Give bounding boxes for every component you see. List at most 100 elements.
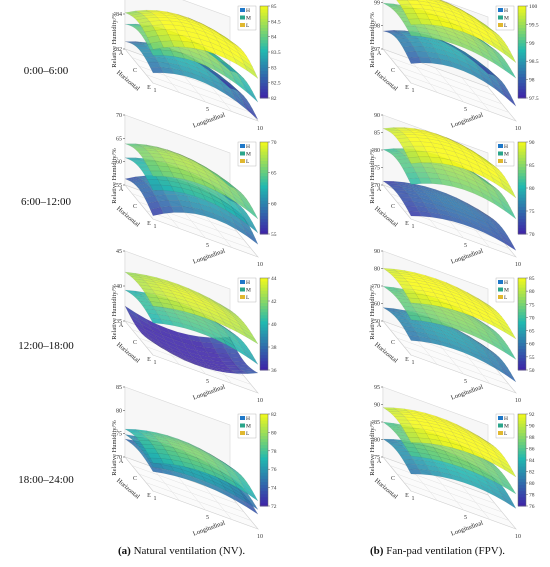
- chart-root: 828486Relative Humidity/%ACEHorizontal15…: [111, 0, 281, 132]
- legend-label: H: [246, 416, 250, 422]
- colorbar-segment: [518, 67, 526, 71]
- floor-grid-line: [131, 465, 238, 504]
- colorbar-tick-label: 99: [529, 41, 535, 47]
- colorbar-tick-label: 70: [529, 232, 535, 238]
- surface-plot-nv-3: 70 75 80 85 Relative Humidity/% A C E Horizontal…: [111, 385, 277, 540]
- z-tick-label: 90: [374, 113, 380, 119]
- chart-root: 97 98 99 100 Relative Humidity/%A C E Horizonta…: [369, 0, 539, 132]
- colorbar-segment: [260, 42, 268, 47]
- colorbar-segment: [260, 302, 268, 307]
- colorbar-segment: [260, 169, 268, 174]
- legend-label: L: [246, 431, 250, 437]
- surface-facet: [417, 0, 429, 3]
- y-axis-label: Horizontal: [373, 341, 399, 364]
- colorbar-segment: [518, 197, 526, 201]
- x-axis-label: Longitudinal: [192, 519, 226, 537]
- legend-label: M: [504, 16, 509, 22]
- colorbar-segment: [518, 435, 526, 440]
- colorbar-tick-label: 44: [271, 276, 277, 282]
- colorbar-tick-label: 82.5: [271, 81, 281, 87]
- colorbar-segment: [518, 169, 526, 174]
- y-axis-label: Horizontal: [115, 69, 141, 92]
- colorbar-segment: [518, 345, 526, 350]
- colorbar-segment: [518, 317, 526, 322]
- colorbar-segment: [518, 230, 526, 235]
- surface-facet: [477, 297, 491, 307]
- colorbar-segment: [518, 12, 526, 16]
- surface-h: [124, 143, 259, 220]
- legend-swatch: [498, 280, 503, 284]
- colorbar-segment: [518, 184, 526, 189]
- surface-facet: [219, 303, 233, 313]
- colorbar-segment: [518, 357, 526, 362]
- legend: HML: [237, 413, 257, 439]
- colorbar-segment: [518, 221, 526, 226]
- colorbar-segment: [518, 48, 526, 53]
- colorbar-segment: [260, 175, 268, 180]
- legend-label: M: [246, 16, 251, 22]
- floor-grid-line: [396, 337, 503, 377]
- colorbar-segment: [518, 191, 526, 195]
- legend-swatch: [240, 416, 245, 420]
- colorbar-segment: [518, 194, 526, 198]
- z-tick-label: 80: [374, 267, 380, 273]
- legend-swatch: [240, 23, 245, 27]
- legend-label: L: [504, 23, 508, 29]
- x-tick-label: 5: [206, 515, 209, 521]
- z-tick-label: 98: [374, 24, 380, 30]
- z-tick-label: 97: [374, 47, 380, 53]
- colorbar-frame: [259, 141, 269, 235]
- x-tick-label: 1: [412, 496, 415, 502]
- colorbar-segment: [518, 475, 526, 479]
- colorbar-segment: [260, 36, 268, 41]
- surface-h: [396, 0, 517, 63]
- colorbar-segment: [260, 330, 268, 334]
- colorbar-segment: [260, 290, 268, 294]
- colorbar-tick-label: 40: [271, 322, 277, 328]
- colorbar-segment: [260, 469, 268, 473]
- y-axis-label: Horizontal: [373, 477, 399, 500]
- legend-label: L: [246, 23, 250, 29]
- colorbar-segment: [260, 345, 268, 350]
- y-axis-label: Horizontal: [373, 69, 399, 92]
- colorbar-segment: [518, 293, 526, 297]
- colorbar-segment: [260, 308, 268, 313]
- colorbar-segment: [260, 444, 268, 449]
- surface-facet: [477, 176, 491, 186]
- z-tick-label: 70: [374, 284, 380, 290]
- colorbar-segment: [260, 227, 268, 232]
- legend: HML: [237, 5, 257, 31]
- colorbar-segment: [518, 200, 526, 204]
- row-label-1: 6:00–12:00: [20, 196, 72, 208]
- legend-label: M: [504, 288, 509, 294]
- colorbar-segment: [518, 366, 526, 371]
- floor-grid-line: [461, 485, 490, 520]
- y-tick-label: E: [405, 357, 409, 363]
- colorbar-segment: [518, 178, 526, 183]
- colorbar-segment: [518, 296, 526, 300]
- colorbar-tick-label: 98.5: [529, 59, 539, 65]
- colorbar-segment: [260, 215, 268, 220]
- colorbar-segment: [260, 15, 268, 19]
- colorbar-tick-label: 82: [529, 470, 535, 476]
- legend: HML: [495, 277, 515, 303]
- legend-swatch: [240, 151, 245, 156]
- y-tick-label: A: [119, 187, 124, 193]
- colorbar-segment: [518, 281, 526, 285]
- colorbar-segment: [260, 218, 268, 223]
- surface-l: [382, 30, 517, 107]
- x-axis-label: Longitudinal: [192, 383, 226, 401]
- colorbar-segment: [518, 45, 526, 50]
- x-tick-label: 5: [464, 107, 467, 113]
- colorbar-tick-label: 55: [271, 232, 277, 238]
- x-tick-label: 5: [464, 243, 467, 249]
- colorbar-tick-label: 90: [529, 424, 535, 430]
- colorbar-segment: [260, 194, 268, 198]
- colorbar-tick-label: 82: [271, 412, 277, 418]
- colorbar-segment: [518, 30, 526, 35]
- colorbar-segment: [260, 64, 268, 68]
- colorbar-segment: [260, 499, 268, 504]
- legend-label: L: [504, 295, 508, 301]
- caption-nv-letter: (a): [118, 545, 131, 557]
- colorbar-segment: [260, 209, 268, 214]
